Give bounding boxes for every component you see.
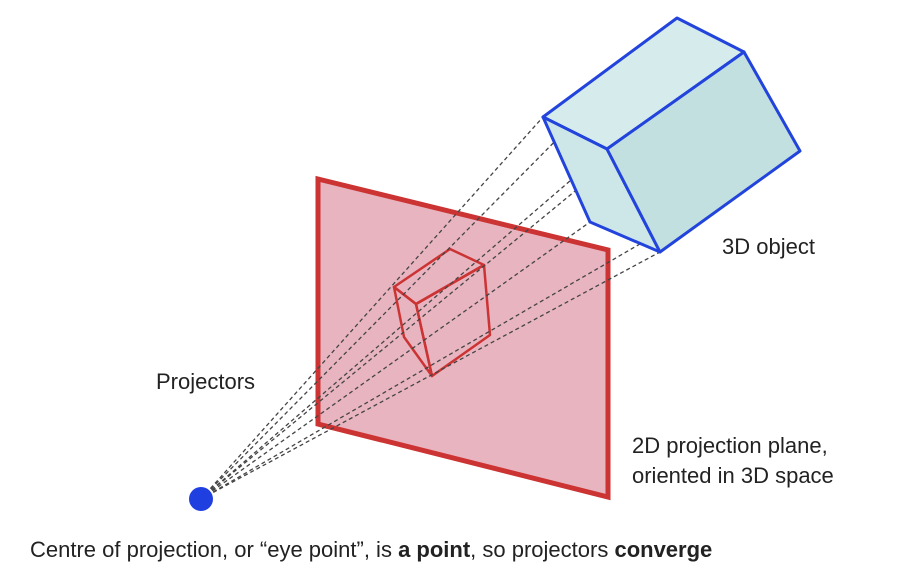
projector-line (200, 51, 745, 500)
eye-point (189, 487, 213, 511)
projector-line (200, 251, 661, 500)
object-label: 3D object (722, 234, 815, 259)
projected-object-right-face (414, 263, 492, 378)
caption-bold-2: converge (614, 537, 713, 562)
projection-plane-label-line1: 2D projection plane, (632, 433, 828, 458)
projection-plane (315, 175, 611, 501)
projector-line (200, 148, 608, 500)
projected-object (392, 247, 492, 378)
projectors-label: Projectors (156, 369, 256, 394)
caption-text-1: Centre of projection, or “eye point”, is (30, 537, 399, 562)
projection-plane-label-line2: oriented in 3D space (632, 462, 834, 488)
object-right-face (605, 50, 802, 254)
projector-line (200, 116, 544, 500)
3d-object (541, 16, 802, 254)
caption-bold-1: a point (398, 537, 471, 562)
caption-text-2: , so projectors (470, 537, 615, 562)
projector-line (200, 221, 591, 500)
projection-plane-label: 2D projection plane, oriented in 3D spac… (632, 431, 834, 490)
caption: Centre of projection, or “eye point”, is… (30, 537, 712, 563)
